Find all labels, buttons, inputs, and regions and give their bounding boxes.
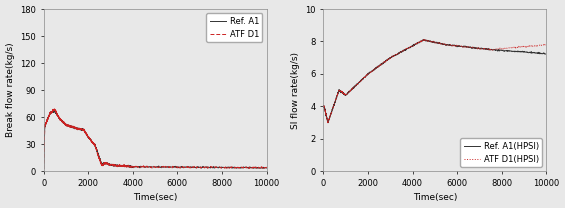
ATF D1 xyxy=(263,166,270,168)
Ref. A1(HPSI) xyxy=(420,38,427,41)
Ref. A1(HPSI) xyxy=(340,91,346,94)
Ref. A1(HPSI) xyxy=(511,50,518,52)
Ref. A1(HPSI) xyxy=(320,105,327,108)
ATF D1(HPSI) xyxy=(421,38,428,41)
Line: Ref. A1(HPSI): Ref. A1(HPSI) xyxy=(323,40,546,123)
ATF D1 xyxy=(215,166,222,168)
Ref. A1(HPSI) xyxy=(398,50,405,53)
Legend: Ref. A1, ATF D1: Ref. A1, ATF D1 xyxy=(206,13,262,42)
ATF D1(HPSI) xyxy=(324,121,331,124)
Ref. A1(HPSI) xyxy=(543,53,550,55)
ATF D1 xyxy=(98,163,105,165)
Ref. A1 xyxy=(75,128,82,130)
ATF D1 xyxy=(51,108,58,110)
ATF D1(HPSI) xyxy=(391,54,398,57)
ATF D1 xyxy=(56,117,63,119)
Ref. A1 xyxy=(98,162,105,164)
Line: ATF D1: ATF D1 xyxy=(44,109,267,170)
Legend: Ref. A1(HPSI), ATF D1(HPSI): Ref. A1(HPSI), ATF D1(HPSI) xyxy=(460,138,542,167)
Ref. A1 xyxy=(40,167,47,170)
Ref. A1 xyxy=(51,109,58,111)
Ref. A1 xyxy=(263,167,270,169)
ATF D1(HPSI) xyxy=(421,39,428,41)
ATF D1 xyxy=(75,128,82,130)
Line: ATF D1(HPSI): ATF D1(HPSI) xyxy=(323,39,546,123)
ATF D1 xyxy=(86,138,93,141)
ATF D1 xyxy=(40,168,47,171)
Y-axis label: SI flow rate(kg/s): SI flow rate(kg/s) xyxy=(291,52,300,129)
ATF D1(HPSI) xyxy=(398,50,405,53)
ATF D1(HPSI) xyxy=(320,105,327,107)
ATF D1(HPSI) xyxy=(543,43,550,46)
Line: Ref. A1: Ref. A1 xyxy=(44,110,267,169)
Ref. A1 xyxy=(216,166,223,168)
ATF D1 xyxy=(57,118,64,120)
Ref. A1(HPSI) xyxy=(421,39,428,41)
Ref. A1 xyxy=(86,138,93,140)
ATF D1(HPSI) xyxy=(520,45,527,48)
Y-axis label: Break flow rate(kg/s): Break flow rate(kg/s) xyxy=(6,43,15,137)
Ref. A1(HPSI) xyxy=(391,54,398,57)
ATF D1(HPSI) xyxy=(340,91,346,94)
X-axis label: Time(sec): Time(sec) xyxy=(133,193,177,202)
Ref. A1 xyxy=(40,167,47,170)
Ref. A1 xyxy=(56,118,63,120)
Ref. A1(HPSI) xyxy=(325,121,332,124)
Ref. A1 xyxy=(57,119,64,121)
Ref. A1(HPSI) xyxy=(520,51,527,53)
ATF D1(HPSI) xyxy=(511,46,518,48)
X-axis label: Time(sec): Time(sec) xyxy=(412,193,457,202)
